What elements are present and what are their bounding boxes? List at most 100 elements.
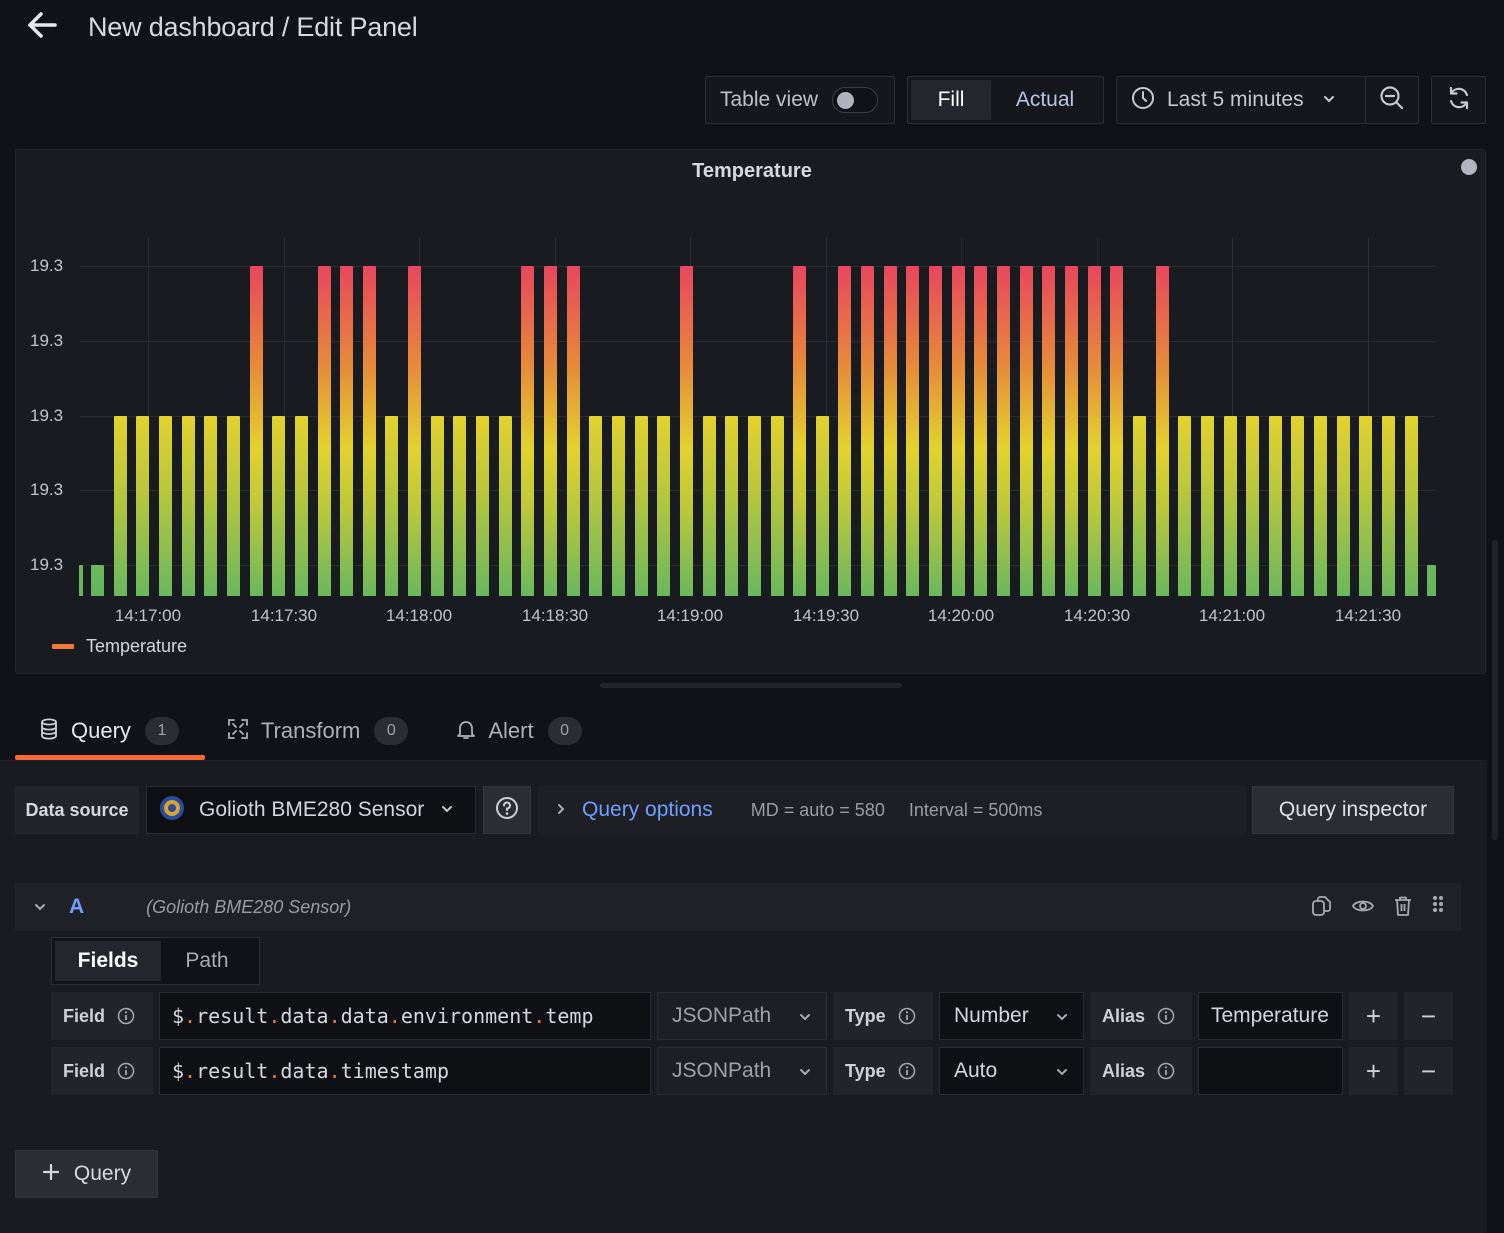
path-mode-tab[interactable]: Path bbox=[185, 949, 229, 972]
zoom-out-icon bbox=[1379, 85, 1405, 116]
plus-icon bbox=[42, 1163, 60, 1186]
bar bbox=[91, 565, 104, 596]
bar bbox=[385, 416, 399, 596]
bar bbox=[1314, 416, 1328, 596]
bar bbox=[362, 266, 376, 596]
jsonpath-input[interactable]: $. result. data. data. environment. temp bbox=[159, 992, 651, 1040]
add-field-button[interactable]: + bbox=[1349, 992, 1398, 1040]
language-select[interactable]: JSONPath bbox=[657, 1047, 827, 1095]
remove-field-button[interactable]: − bbox=[1404, 1047, 1453, 1095]
table-view-toggle[interactable]: Table view bbox=[705, 76, 895, 124]
table-view-label: Table view bbox=[720, 88, 819, 111]
panel-title[interactable]: Temperature bbox=[692, 160, 812, 182]
actual-option[interactable]: Actual bbox=[1015, 88, 1075, 111]
data-source-picker[interactable]: Golioth BME280 Sensor bbox=[146, 786, 476, 834]
interval-info: Interval = 500ms bbox=[908, 799, 1043, 820]
chevron-down-icon bbox=[1055, 1059, 1069, 1083]
trash-icon[interactable] bbox=[1393, 895, 1413, 917]
zoom-out-button[interactable] bbox=[1365, 76, 1419, 124]
tab-count-badge: 1 bbox=[144, 717, 179, 745]
type-label: Type bbox=[833, 1047, 933, 1095]
collapse-query-button[interactable] bbox=[33, 902, 47, 912]
bar bbox=[204, 416, 218, 596]
language-select[interactable]: JSONPath bbox=[657, 992, 827, 1040]
tab-query[interactable]: Query 1 bbox=[15, 705, 203, 757]
toggle-knob bbox=[837, 92, 855, 109]
tab-count-badge: 0 bbox=[547, 717, 582, 745]
data-source-help-button[interactable] bbox=[483, 786, 531, 834]
type-label-text: Type bbox=[845, 1060, 886, 1081]
tab-label: Query bbox=[71, 718, 131, 743]
bar bbox=[249, 266, 263, 596]
chevron-right-icon[interactable] bbox=[556, 800, 566, 821]
eye-icon[interactable] bbox=[1351, 895, 1375, 917]
duplicate-icon[interactable] bbox=[1311, 895, 1333, 917]
query-ref-id[interactable]: A bbox=[69, 895, 85, 918]
bar bbox=[181, 416, 195, 596]
bar bbox=[1404, 416, 1418, 596]
type-select[interactable]: Number bbox=[939, 992, 1084, 1040]
query-options-toggle[interactable]: Query options bbox=[582, 798, 713, 821]
tab-transform[interactable]: Transform 0 bbox=[203, 705, 432, 757]
legend-item-temperature[interactable]: Temperature bbox=[52, 636, 187, 657]
chevron-down-icon bbox=[1055, 1004, 1069, 1028]
info-icon[interactable] bbox=[1157, 1062, 1175, 1080]
fields-mode-tab[interactable]: Fields bbox=[55, 941, 161, 981]
alias-input[interactable]: Temperature bbox=[1198, 992, 1343, 1040]
bar bbox=[566, 266, 580, 596]
vertical-scrollbar[interactable] bbox=[1492, 540, 1498, 840]
type-select[interactable]: Auto bbox=[939, 1047, 1084, 1095]
type-value: Auto bbox=[954, 1059, 998, 1082]
add-field-button[interactable]: + bbox=[1349, 1047, 1398, 1095]
y-axis-label: 19.3 bbox=[30, 256, 64, 275]
tab-count-badge: 0 bbox=[374, 717, 409, 745]
y-axis-label: 19.3 bbox=[30, 555, 64, 574]
x-axis-label: 14:20:30 bbox=[1063, 606, 1131, 625]
bell-icon bbox=[456, 718, 476, 745]
alias-input[interactable] bbox=[1198, 1047, 1343, 1095]
jsonpath-input[interactable]: $. result. data. timestamp bbox=[159, 1047, 651, 1095]
bar bbox=[974, 266, 988, 596]
back-button[interactable] bbox=[24, 10, 60, 44]
drag-handle-icon[interactable] bbox=[1431, 895, 1445, 917]
field-row: Field $. result. data. data. environment. tem… bbox=[51, 992, 1453, 1040]
legend-swatch bbox=[52, 644, 74, 649]
bar bbox=[1382, 416, 1396, 596]
question-circle-icon bbox=[495, 796, 519, 825]
bar bbox=[79, 565, 83, 596]
bar bbox=[226, 416, 240, 596]
query-row-actions bbox=[1311, 895, 1445, 917]
add-query-button[interactable]: Query bbox=[15, 1150, 158, 1198]
bar bbox=[1110, 266, 1124, 596]
query-row-header: A (Golioth BME280 Sensor) bbox=[15, 883, 1461, 931]
info-icon[interactable] bbox=[1157, 1007, 1175, 1025]
bar bbox=[1087, 266, 1101, 596]
type-label: Type bbox=[833, 992, 933, 1040]
refresh-button[interactable] bbox=[1431, 76, 1486, 124]
chevron-down-icon bbox=[798, 1004, 812, 1028]
refresh-icon bbox=[1446, 85, 1472, 116]
info-icon[interactable] bbox=[117, 1007, 135, 1025]
fill-option[interactable]: Fill bbox=[911, 80, 991, 120]
field-label-text: Field bbox=[63, 1060, 106, 1081]
bar bbox=[1246, 416, 1260, 596]
table-view-switch[interactable] bbox=[832, 87, 879, 113]
info-icon[interactable] bbox=[117, 1062, 135, 1080]
panel-status-dot bbox=[1461, 159, 1477, 175]
query-inspector-button[interactable]: Query inspector bbox=[1252, 786, 1454, 834]
panel-resize-handle[interactable] bbox=[600, 683, 902, 688]
bar bbox=[702, 416, 716, 596]
remove-field-button[interactable]: − bbox=[1404, 992, 1453, 1040]
info-icon[interactable] bbox=[898, 1007, 916, 1025]
time-range-picker[interactable]: Last 5 minutes bbox=[1116, 76, 1366, 124]
bar bbox=[113, 416, 127, 596]
x-axis-label: 14:21:30 bbox=[1334, 606, 1402, 625]
tab-alert[interactable]: Alert 0 bbox=[432, 705, 605, 757]
tab-label: Alert bbox=[488, 718, 534, 743]
info-icon[interactable] bbox=[898, 1062, 916, 1080]
bar bbox=[1132, 416, 1146, 596]
bar bbox=[793, 266, 807, 596]
bar bbox=[430, 416, 444, 596]
bar bbox=[747, 416, 761, 596]
y-axis-label: 19.3 bbox=[30, 480, 64, 499]
